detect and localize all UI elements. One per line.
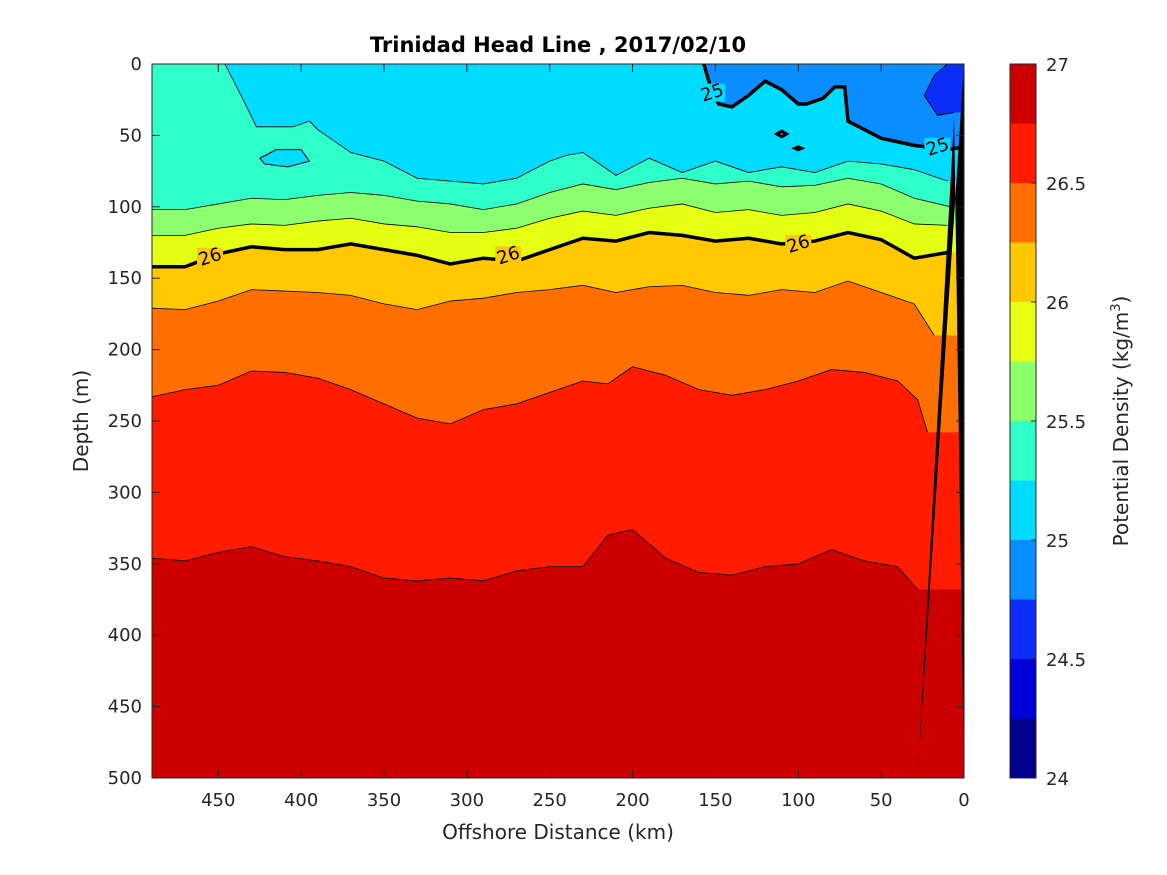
x-tick-label: 250 (533, 790, 567, 811)
colorbar-tick-label: 27 (1046, 55, 1069, 76)
y-tick-label: 300 (108, 482, 142, 503)
colorbar-segment (1010, 361, 1036, 421)
x-tick-label: 200 (615, 790, 649, 811)
colorbar-segment (1010, 540, 1036, 600)
colorbar-segment (1010, 183, 1036, 243)
colorbar-segment (1010, 718, 1036, 778)
contour-line-25.25 (224, 64, 948, 185)
y-tick-label: 450 (108, 697, 142, 718)
colorbar-segment (1010, 599, 1036, 659)
contour-island-0 (258, 149, 311, 168)
colorbar-tick-label: 25.5 (1046, 412, 1086, 433)
x-tick-label: 50 (870, 790, 893, 811)
x-tick-label: 450 (201, 790, 235, 811)
colorbar-segment (1010, 302, 1036, 362)
x-tick-label: 300 (450, 790, 484, 811)
colorbar-label-superscript: 3 (1109, 303, 1124, 311)
x-axis-ticks: 450 400 350 300 250 200 150 100 50 0 (201, 64, 970, 811)
y-tick-label: 100 (108, 197, 142, 218)
x-tick-label: 0 (958, 790, 969, 811)
colorbar-label: Potential Density (kg/m3) (1109, 296, 1133, 547)
contour-label-bg-4 (924, 137, 951, 156)
colorbar-segment (1010, 421, 1036, 481)
contour-island-1 (773, 129, 790, 139)
y-tick-label: 50 (119, 125, 142, 146)
colorbar-tick-label: 26.5 (1046, 174, 1086, 195)
contour-line-26 (152, 230, 948, 269)
contour-line-25.5 (152, 177, 951, 211)
y-tick-label: 150 (108, 268, 142, 289)
y-axis-label: Depth (m) (69, 370, 93, 472)
colorbar-segment (1010, 242, 1036, 302)
contour-island-2 (791, 145, 806, 152)
density-fill-layer (152, 64, 964, 778)
colorbar-segment (1010, 64, 1036, 124)
y-tick-label: 200 (108, 340, 142, 361)
colorbar-segment (1010, 659, 1036, 719)
contour-line-25.75 (152, 203, 948, 236)
y-tick-label: 350 (108, 554, 142, 575)
colorbar-label-text: Potential Density (kg/m (1109, 312, 1133, 547)
x-tick-label: 350 (367, 790, 401, 811)
x-tick-label: 400 (284, 790, 318, 811)
bathymetry-fill (917, 64, 964, 778)
colorbar-segment (1010, 123, 1036, 183)
x-tick-label: 150 (698, 790, 732, 811)
y-axis-ticks: 0 50 100 150 200 250 300 350 400 450 500 (108, 54, 964, 789)
colorbar-segment (1010, 480, 1036, 540)
contour-label-bg-1 (495, 246, 522, 265)
colorbar-label-suffix: ) (1109, 296, 1133, 304)
contour-line-26.25 (152, 280, 935, 336)
contour-label-bg-3 (699, 83, 726, 102)
contour-line-24.75 (923, 64, 955, 116)
contour-line-layer (152, 64, 964, 778)
x-tick-label: 100 (781, 790, 815, 811)
y-tick-label: 400 (108, 625, 142, 646)
contour-line-26.75 (152, 529, 918, 590)
chart-title: Trinidad Head Line , 2017/02/10 (370, 33, 746, 57)
contour-line-26.5 (152, 366, 928, 433)
contour-label-bg-2 (785, 234, 812, 253)
density-band-26.75 (152, 529, 964, 778)
y-tick-label: 0 (131, 54, 142, 75)
y-tick-label: 250 (108, 411, 142, 432)
colorbar: 24 24.5 25 25.5 26 26.5 27 (1009, 55, 1086, 790)
colorbar-tick-label: 25 (1046, 531, 1069, 552)
contour-label-bg-0 (197, 247, 223, 266)
contour-line-25 (702, 64, 964, 152)
colorbar-tick-label: 24.5 (1046, 650, 1086, 671)
x-axis-label: Offshore Distance (km) (442, 820, 674, 844)
colorbar-tick-label: 24 (1046, 769, 1069, 790)
colorbar-tick-label: 26 (1046, 293, 1069, 314)
y-tick-label: 500 (108, 768, 142, 789)
